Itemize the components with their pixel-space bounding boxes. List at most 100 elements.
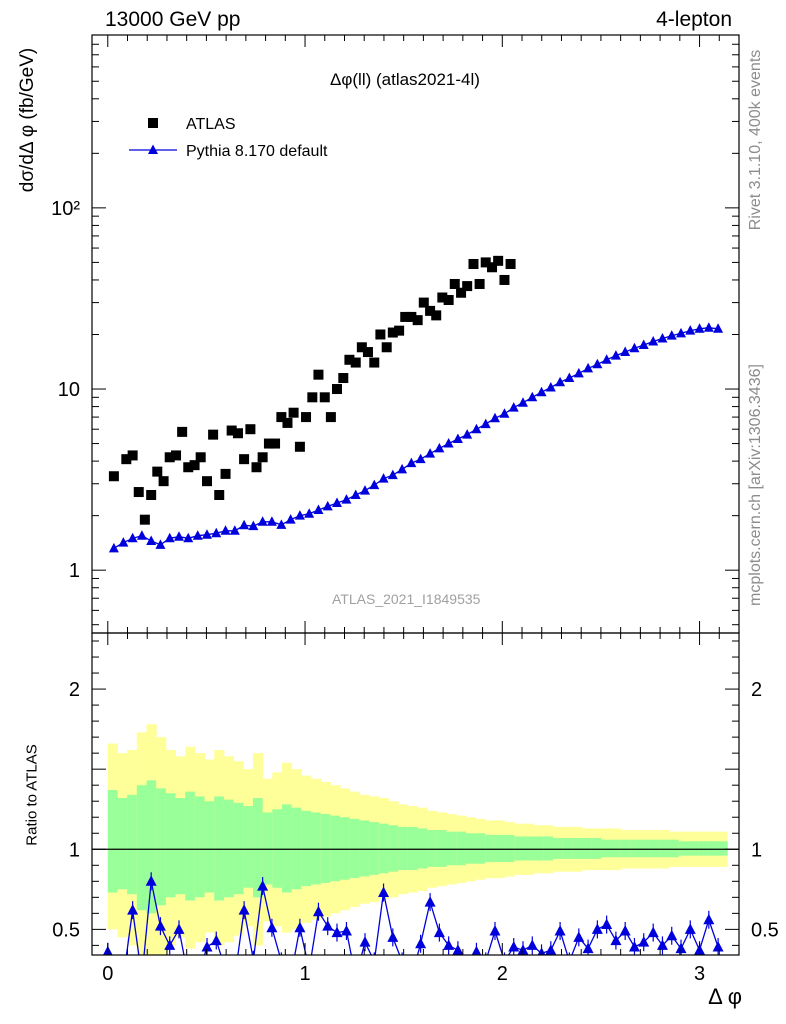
ratio-y-tick-label-right: 2 [751,679,762,701]
pythia-point [629,342,640,353]
atlas-point [121,454,132,465]
green-band-bin [417,828,428,869]
ratio-point [173,923,185,934]
pythia-point [638,339,649,349]
pythia-point [536,386,547,397]
ratio-point [452,944,464,955]
green-band-bin [640,839,651,858]
ratio-y-tick-label-right: 1 [751,839,762,861]
y-axis-label-main-text: dσ/dΔ φ (fb/GeV) [17,47,38,193]
atlas-point [164,452,175,463]
ratio-y-tick-label: 0.5 [52,919,80,941]
pythia-point [304,508,315,518]
pythia-point [108,542,119,553]
green-band-bin [311,812,322,885]
green-band-bin [436,830,448,867]
pythia-point [248,520,259,531]
pythia-point [146,535,157,545]
atlas-point [406,311,417,322]
green-band-bin [669,839,680,858]
pythia-point [294,510,305,520]
atlas-point [487,262,498,273]
atlas-point [468,258,479,269]
green-band-bin [252,798,264,898]
pythia-point [192,530,203,540]
green-band-bin [601,839,612,858]
ratio-point [489,924,501,936]
atlas-point [356,342,367,353]
y-tick-label: 10 [58,379,80,401]
green-band-bin [262,812,273,885]
ratio-point [415,937,427,949]
atlas-point [226,425,237,436]
atlas-point [220,468,231,479]
atlas-point [443,295,454,306]
ratio-point [443,939,455,950]
pythia-line [113,327,719,549]
pythia-point [360,485,371,495]
ratio-point [712,940,724,952]
x-axis-label: Δ φ [708,984,742,1009]
y-axis-label-ratio-text: Ratio to ATLAS [23,744,41,846]
pythia-point [155,539,166,549]
atlas-point [425,305,436,316]
side-mcplots-text: mcplots.cern.ch [arXiv:1306.3436] [747,364,764,606]
legend-atlas-label: ATLAS [186,116,236,133]
atlas-point [133,487,144,498]
green-band-bin [446,831,457,866]
pythia-point [173,531,184,541]
green-band-bin [688,841,699,856]
ratio-point [564,955,575,966]
green-band-bin [214,796,225,901]
pythia-point [666,330,677,340]
pythia-point [545,381,556,392]
pythia-point [443,438,454,448]
ratio-point [285,971,296,982]
x-tick-label: 2 [497,963,508,985]
x-tick-label: 3 [694,963,705,985]
ratio-point [619,924,631,936]
analysis-watermark: ATLAS_2021_I1849535 [332,591,481,607]
ratio-point [378,886,390,898]
ratio-point [294,921,306,933]
pythia-point [425,448,436,458]
pythia-point [183,532,194,543]
atlas-point [319,392,330,403]
atlas-point [449,278,460,289]
pythia-point [527,391,538,402]
green-band-bin [485,834,496,863]
pythia-point [592,358,603,369]
atlas-point [375,329,386,340]
green-band-bin [117,798,128,890]
legend-atlas-marker [148,118,158,128]
green-band-bin [194,796,206,898]
pythia-point [657,333,668,343]
green-band-bin [707,841,718,856]
ratio-point [331,926,343,938]
green-band-bin [543,836,554,861]
atlas-point [456,287,467,298]
green-band-bin [504,834,515,863]
green-band-bin [572,838,583,859]
green-band-bin [717,841,728,856]
pythia-point [620,346,631,357]
pythia-point [471,423,482,434]
ratio-point [591,923,603,934]
ratio-point [545,944,557,955]
pythia-point [415,453,426,464]
green-band-bin [320,814,331,883]
green-band-bin [427,830,438,867]
green-band-bin [533,836,544,861]
ratio-point [359,936,371,947]
ratio-point [610,934,622,946]
pythia-point [406,457,417,468]
ratio-point [656,939,668,950]
pythia-point [648,335,659,346]
atlas-point [480,257,491,268]
pythia-point [164,532,175,543]
ratio-point [266,921,278,933]
atlas-point [108,471,119,482]
ratio-point [201,940,213,952]
pythia-point [257,516,268,526]
atlas-point [158,476,169,487]
